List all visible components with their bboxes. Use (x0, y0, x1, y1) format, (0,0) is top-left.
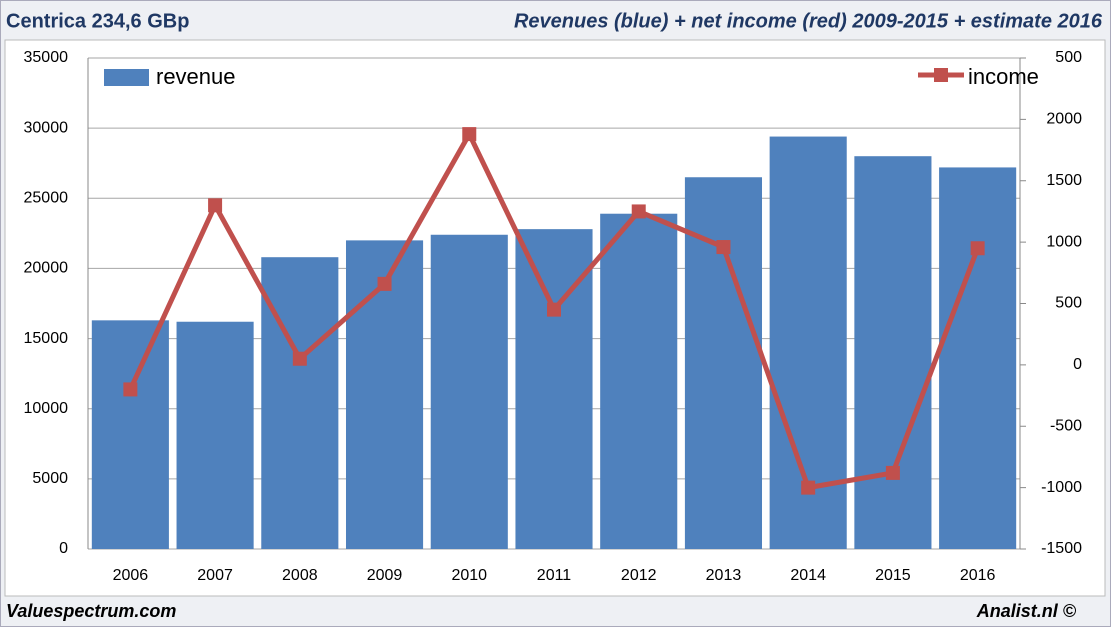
x-tick-label: 2008 (282, 567, 318, 584)
x-tick-label: 2006 (113, 567, 149, 584)
x-tick-label: 2012 (621, 567, 657, 584)
y2-tick-label: 500 (1055, 295, 1082, 312)
y2-tick-label: 0 (1073, 356, 1082, 373)
x-tick-label: 2016 (960, 567, 996, 584)
legend-marker (934, 68, 948, 82)
bar (176, 321, 254, 549)
marker (377, 276, 392, 291)
y-tick-label: 5000 (32, 470, 68, 487)
legend-swatch (104, 69, 149, 86)
marker (801, 480, 816, 495)
x-tick-label: 2007 (197, 567, 233, 584)
x-tick-label: 2015 (875, 567, 911, 584)
y-tick-label: 25000 (24, 190, 69, 207)
y-tick-label: 10000 (24, 400, 69, 417)
marker (208, 198, 223, 213)
bar (600, 213, 678, 549)
y-tick-label: 20000 (24, 260, 69, 277)
bar (261, 257, 339, 549)
y2-tick-label: -1000 (1041, 479, 1082, 496)
x-tick-label: 2013 (706, 567, 742, 584)
marker (292, 351, 307, 366)
marker (462, 127, 477, 142)
y2-tick-label: 1500 (1046, 172, 1082, 189)
bar (684, 177, 763, 549)
y-tick-label: 0 (59, 540, 68, 557)
y2-tick-label: 2000 (1046, 111, 1082, 128)
bar (939, 167, 1017, 549)
y2-tick-label: -500 (1050, 417, 1082, 434)
y-tick-label: 30000 (24, 119, 69, 136)
chart-title: Centrica 234,6 GBp (6, 10, 189, 32)
chart-subtitle: Revenues (blue) + net income (red) 2009-… (514, 10, 1103, 32)
legend-label: revenue (156, 64, 236, 89)
y2-tick-label: 500 (1055, 49, 1082, 66)
bar (91, 320, 169, 549)
x-tick-label: 2014 (790, 567, 826, 584)
marker (631, 204, 646, 219)
bar (345, 240, 424, 549)
footer-right: Analist.nl © (976, 601, 1077, 621)
bar (430, 234, 508, 549)
y-tick-label: 35000 (24, 49, 69, 66)
y2-tick-label: -1500 (1041, 540, 1082, 557)
bar (854, 156, 932, 549)
marker (547, 302, 561, 317)
x-tick-label: 2010 (451, 567, 487, 584)
y-tick-label: 15000 (24, 330, 69, 347)
x-tick-label: 2011 (537, 567, 572, 584)
marker (970, 241, 985, 256)
x-tick-label: 2009 (367, 567, 403, 584)
y2-tick-label: 1000 (1046, 233, 1082, 250)
marker (885, 465, 900, 480)
marker (123, 382, 138, 397)
legend-label: income (968, 64, 1039, 89)
marker (716, 240, 731, 255)
footer-left: Valuespectrum.com (6, 601, 176, 621)
